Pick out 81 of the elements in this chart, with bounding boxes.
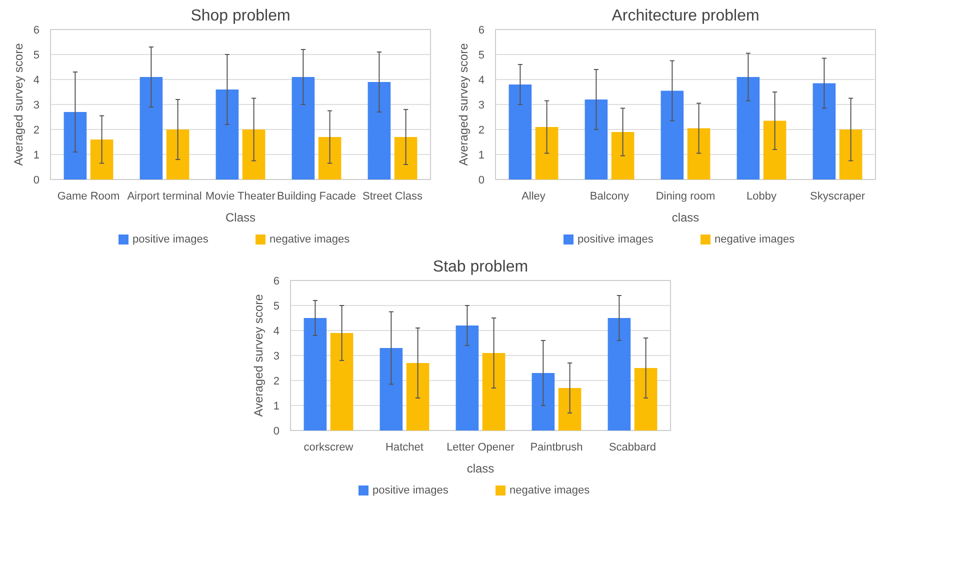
bar [368,82,391,180]
legend-label: negative images [510,484,590,496]
bar [608,318,631,430]
bar [242,130,266,180]
bar [318,137,342,180]
chart-title: Shop problem [190,8,290,24]
y-tick-label: 5 [273,300,280,312]
x-axis-title: class [466,462,494,476]
legend-label: positive images [578,234,654,246]
y-tick-label: 2 [478,124,485,136]
x-tick-label: Paintbrush [530,442,583,454]
legend-label: positive images [132,234,209,246]
bar [763,120,786,180]
y-tick-label: 6 [273,276,280,288]
y-tick-label: 6 [33,24,40,36]
bar [456,326,479,430]
x-tick-label: Street Class [362,190,423,202]
bar [634,368,658,430]
y-tick-label: 1 [33,150,40,162]
y-axis-title: Averaged survey score [251,294,266,417]
x-tick-label: Balcony [590,190,630,202]
x-tick-label: Scabbard [608,442,656,454]
x-tick-label: Movie Theater [205,190,276,202]
x-tick-label: Letter Opener [446,442,515,454]
bar [216,90,239,180]
bar [508,84,532,180]
x-tick-label: Lobby [746,190,777,202]
bar [304,318,327,430]
y-tick-label: 4 [273,326,280,338]
x-tick-label: Dining room [656,190,716,202]
bar [166,130,190,180]
x-tick-label: corkscrew [304,442,354,454]
y-tick-label: 6 [478,24,485,36]
chart-title: Stab problem [432,258,528,276]
bar [140,77,163,180]
y-tick-label: 1 [478,150,485,162]
y-tick-label: 0 [478,174,485,186]
bar [535,127,558,180]
x-tick-label: Skyscraper [810,190,866,202]
bar [736,77,760,180]
bar [330,333,354,430]
x-axis-title: class [672,210,700,224]
legend-label: negative images [714,234,796,246]
y-tick-label: 2 [33,124,40,136]
bar [660,90,684,180]
bar [482,353,506,430]
y-tick-label: 5 [478,50,485,62]
legend-label: negative images [270,234,350,246]
bar [584,100,608,180]
y-tick-label: 3 [33,100,40,112]
x-tick-label: Airport terminal [127,190,202,202]
bar [558,388,582,430]
bar [292,77,315,180]
bar [687,128,710,180]
y-tick-label: 5 [33,50,40,62]
x-tick-label: Alley [522,190,546,202]
x-tick-label: Game Room [57,190,120,202]
bar [406,363,430,430]
bar [532,373,555,430]
y-tick-label: 0 [273,426,280,438]
y-tick-label: 1 [273,400,280,412]
x-axis-title: Class [225,210,256,224]
y-axis-title: Averaged survey score [11,42,26,166]
bar [394,137,418,180]
legend-label: positive images [372,484,449,496]
x-tick-label: Building Facade [277,190,356,202]
y-tick-label: 4 [33,74,40,86]
y-tick-label: 3 [273,350,280,362]
bar [611,132,634,180]
y-tick-label: 2 [273,376,280,388]
bar [812,83,836,180]
y-tick-label: 0 [33,174,40,186]
bar [380,348,403,430]
bar [64,112,87,180]
y-tick-label: 3 [478,100,485,112]
x-tick-label: Hatchet [386,442,424,454]
bar [90,140,114,180]
y-axis-title: Averaged survey score [456,42,470,166]
chart-title: Architecture problem [612,8,760,24]
y-tick-label: 4 [478,74,485,86]
bar [839,130,862,180]
